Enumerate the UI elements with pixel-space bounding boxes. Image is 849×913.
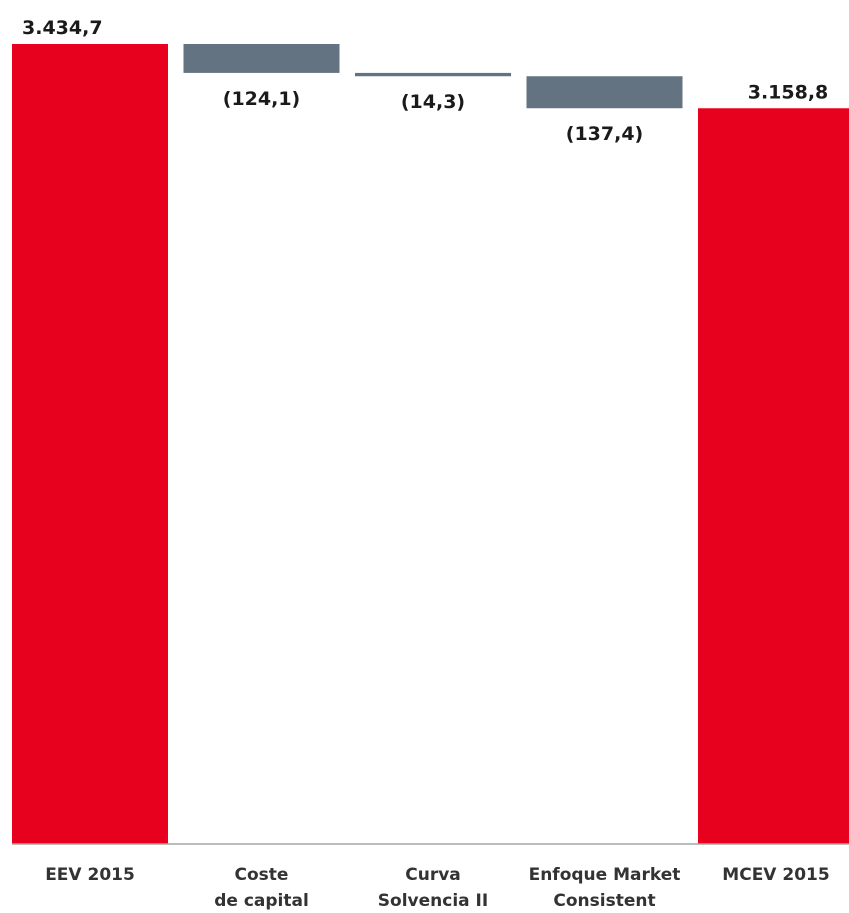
category-label-2-line-0: Curva — [405, 865, 461, 885]
category-label-1-line-0: Coste — [235, 865, 289, 885]
category-label-0-line-0: EEV 2015 — [45, 865, 135, 885]
data-label-2: (14,3) — [401, 91, 465, 113]
bar-2 — [355, 72, 511, 77]
category-label-3-line-1: Consistent — [553, 891, 655, 911]
category-label-3-line-0: Enfoque Market — [529, 865, 681, 885]
bar-3 — [526, 76, 683, 109]
data-label-1: (124,1) — [223, 88, 300, 110]
category-label-1-line-1: de capital — [214, 891, 309, 911]
category-label-4-line-0: MCEV 2015 — [722, 865, 829, 885]
data-label-4: 3.158,8 — [748, 81, 829, 103]
bar-0 — [12, 44, 168, 844]
category-label-2-line-1: Solvencia II — [378, 891, 488, 911]
data-label-3: (137,4) — [566, 123, 643, 145]
data-labels-layer: 3.434,7 (124,1) (14,3) (137,4) 3.158,8 — [22, 17, 828, 145]
data-label-0: 3.434,7 — [22, 17, 103, 39]
bars-layer — [12, 44, 849, 845]
bar-4 — [698, 108, 849, 845]
bar-1 — [183, 44, 340, 73]
category-labels-layer: EEV 2015 Coste de capital Curva Solvencia II… — [45, 865, 830, 911]
